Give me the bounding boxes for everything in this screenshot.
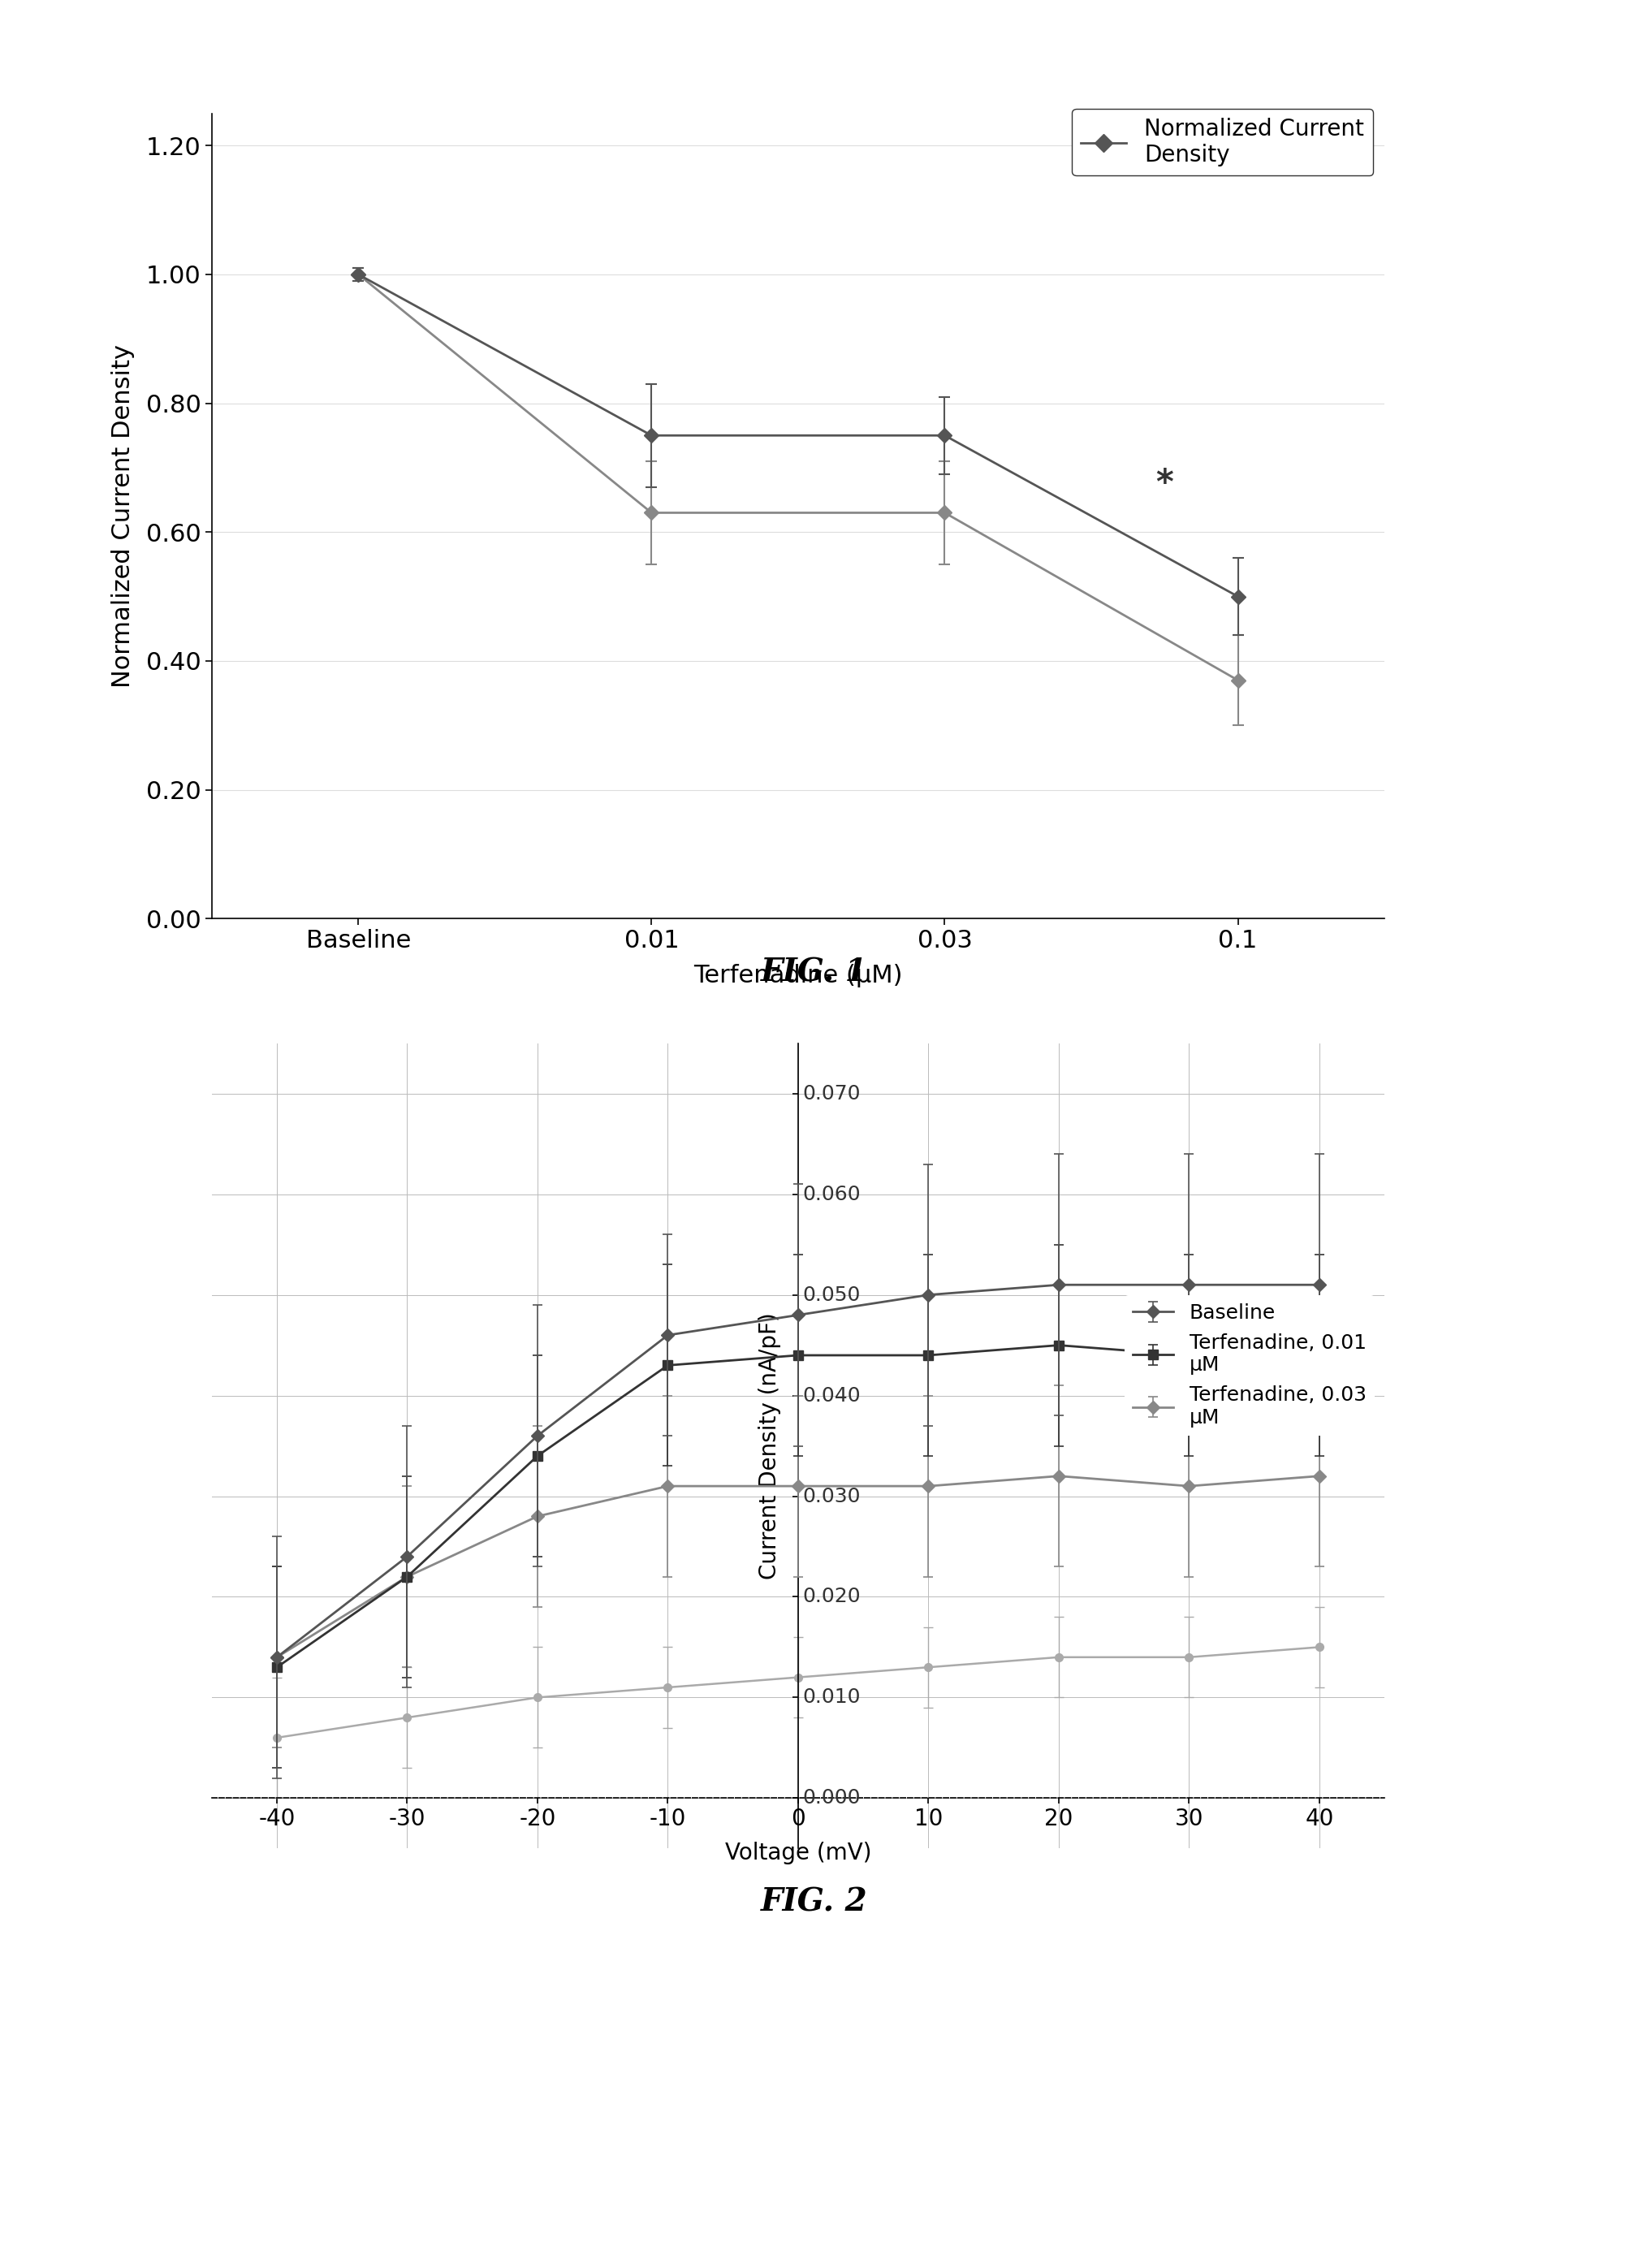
Text: 0.030: 0.030 (803, 1486, 860, 1506)
Text: FIG. 2: FIG. 2 (760, 1887, 868, 1919)
Text: 0.050: 0.050 (803, 1286, 860, 1304)
Text: 0.040: 0.040 (803, 1386, 860, 1406)
Text: 0.010: 0.010 (803, 1687, 860, 1708)
Y-axis label: Current Density (nA/pF): Current Density (nA/pF) (759, 1313, 781, 1579)
Text: 0.060: 0.060 (803, 1184, 860, 1204)
Legend: Normalized Current
Density: Normalized Current Density (1071, 109, 1372, 175)
Text: FIG. 1: FIG. 1 (760, 957, 868, 989)
Y-axis label: Normalized Current Density: Normalized Current Density (111, 345, 135, 687)
Text: 0.070: 0.070 (803, 1084, 860, 1102)
Text: 0.000: 0.000 (803, 1789, 860, 1808)
Text: 0.020: 0.020 (803, 1588, 860, 1606)
X-axis label: Terfenadine (μM): Terfenadine (μM) (694, 964, 902, 987)
Text: *: * (1156, 467, 1172, 501)
X-axis label: Voltage (mV): Voltage (mV) (724, 1842, 871, 1864)
Legend: Baseline, Terfenadine, 0.01
μM, Terfenadine, 0.03
μM: Baseline, Terfenadine, 0.01 μM, Terfenad… (1123, 1295, 1374, 1436)
